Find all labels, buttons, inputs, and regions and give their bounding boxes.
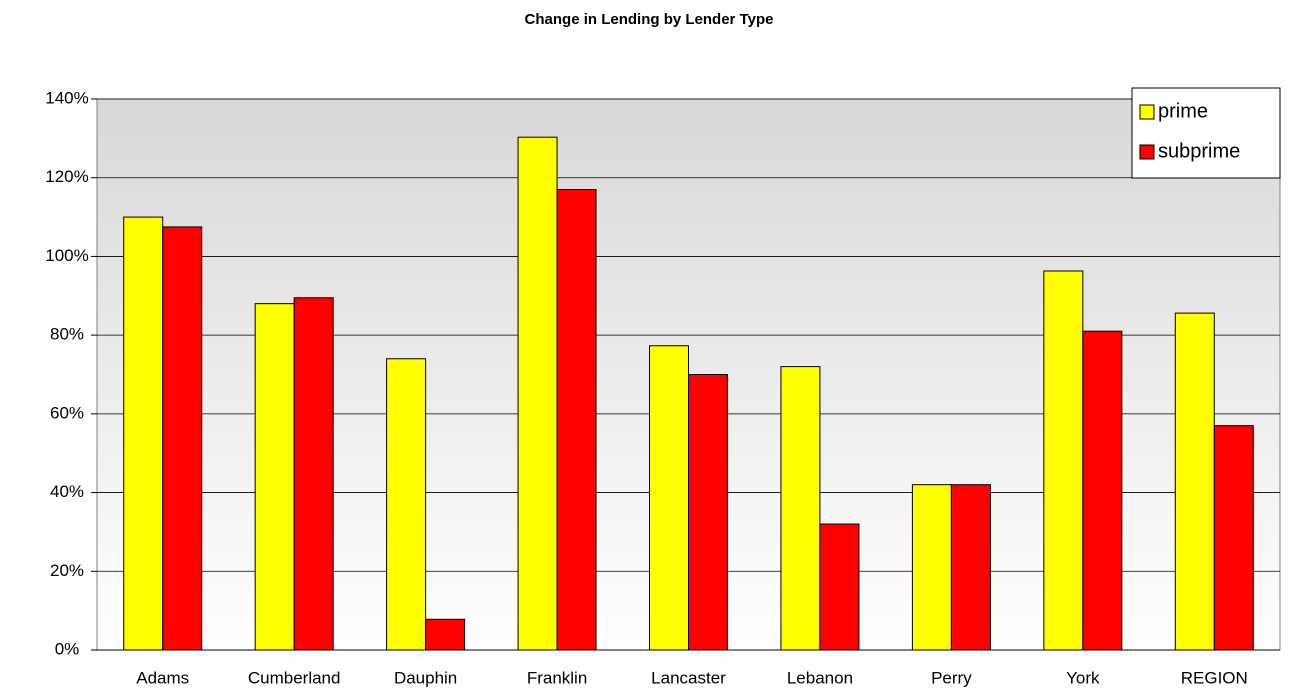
bar	[649, 345, 689, 651]
y-tick-label: 20%	[50, 561, 84, 580]
bar	[688, 374, 728, 651]
y-tick-label: 40%	[50, 482, 84, 501]
bar	[386, 358, 427, 651]
x-tick-label: Lancaster	[651, 668, 726, 687]
bar	[1043, 270, 1084, 651]
bar	[1213, 425, 1254, 651]
bar	[1174, 312, 1215, 651]
y-tick-label: 140%	[45, 88, 88, 107]
bar	[425, 618, 466, 651]
x-tick-label: Lebanon	[787, 668, 853, 687]
bar	[123, 216, 164, 651]
bar	[780, 366, 821, 651]
y-tick-label: 60%	[50, 403, 84, 422]
bar	[162, 226, 203, 651]
bar	[911, 484, 952, 651]
bar	[819, 523, 860, 651]
y-tick-label: 80%	[50, 325, 84, 344]
bar	[293, 297, 334, 651]
x-tick-label: Perry	[931, 668, 972, 687]
bar	[556, 189, 597, 651]
x-tick-label: Adams	[136, 668, 189, 687]
y-tick-label: 0%	[55, 639, 80, 658]
x-tick-label: York	[1066, 668, 1100, 687]
legend-label: subprime	[1158, 140, 1240, 162]
bar	[517, 136, 558, 651]
bar	[1082, 330, 1123, 651]
x-tick-label: Dauphin	[394, 668, 457, 687]
bar	[254, 303, 295, 651]
bar	[950, 484, 991, 651]
chart-title: Change in Lending by Lender Type	[525, 11, 774, 28]
legend-box	[1131, 87, 1281, 179]
legend-label: prime	[1158, 100, 1208, 122]
x-tick-label: Franklin	[527, 668, 587, 687]
y-tick-label: 100%	[45, 246, 88, 265]
legend-swatch	[1139, 104, 1155, 120]
x-tick-label: REGION	[1181, 668, 1248, 687]
y-tick-label: 120%	[45, 167, 88, 186]
x-tick-label: Cumberland	[248, 668, 341, 687]
legend-swatch	[1139, 144, 1155, 160]
